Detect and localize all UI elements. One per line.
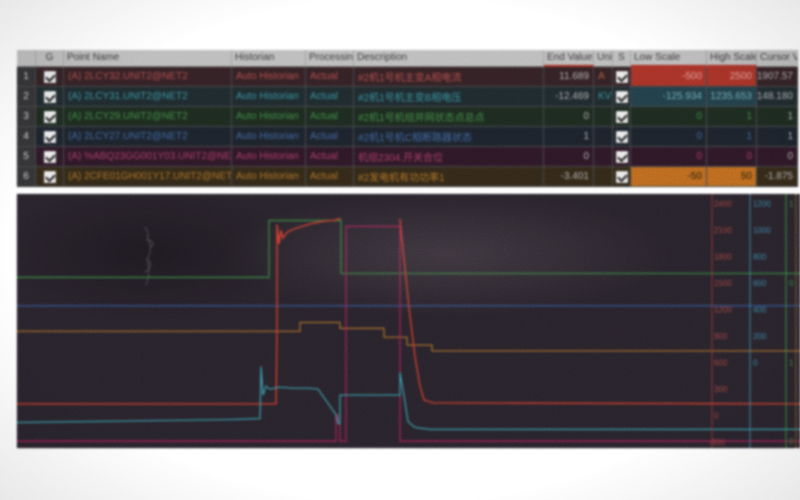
svg-text:0: 0 [789, 279, 794, 288]
svg-text:1: 1 [789, 359, 794, 368]
svg-text:1200: 1200 [714, 306, 732, 315]
svg-text:600: 600 [753, 279, 767, 288]
svg-text:0: 0 [789, 437, 794, 446]
svg-text:1: 1 [789, 200, 794, 209]
svg-text:800: 800 [753, 253, 767, 262]
svg-text:-300: -300 [709, 438, 726, 447]
svg-text:600: 600 [714, 359, 728, 368]
svg-text:2400: 2400 [714, 200, 732, 209]
svg-text:1500: 1500 [714, 279, 732, 288]
svg-text:2100: 2100 [714, 226, 732, 235]
svg-text:400: 400 [753, 306, 767, 315]
svg-text:300: 300 [714, 385, 728, 394]
svg-text:1000: 1000 [753, 226, 771, 235]
svg-text:0: 0 [714, 412, 719, 421]
svg-text:200: 200 [753, 332, 767, 341]
svg-text:900: 900 [714, 332, 728, 341]
svg-text:1800: 1800 [714, 253, 732, 262]
svg-text:1200: 1200 [753, 200, 771, 209]
svg-text:0: 0 [753, 359, 758, 368]
